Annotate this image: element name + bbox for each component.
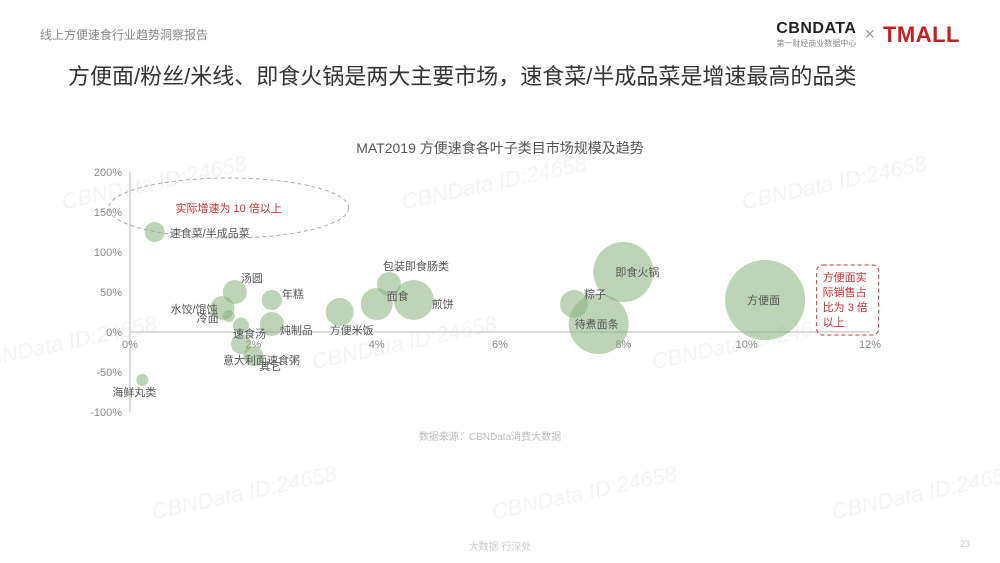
bubble-label: 汤圆 [241,271,263,285]
callout-box-line: 比为 3 倍 [823,300,868,314]
y-tick-label: 0% [106,327,122,339]
bubble-label: 海鲜丸类 [112,385,156,399]
bubble-label: 炖制品 [280,324,313,337]
bubble-label: 年糕 [282,287,304,301]
x-tick-label: 4% [369,339,385,351]
x-tick-label: 12% [859,339,881,351]
y-tick-label: 50% [100,287,122,299]
bubble [223,310,235,322]
bubble [145,222,165,242]
data-source: 数据来源：CBNData消费大数据 [419,430,561,442]
logo-group: CBNDATA 第一财经商业数据中心 × TMALL [776,20,960,49]
bubble-label: 方便面 [747,293,780,307]
y-tick-label: 200% [94,167,122,179]
bubble-label: 其它 [259,359,281,373]
y-tick-label: -50% [96,367,122,379]
callout-box-line: 方便面实 [823,270,867,284]
bubble [262,290,282,310]
x-tick-label: 6% [492,339,508,351]
footer-text: 大数据 行深处 [0,538,1000,553]
callout-oval-text: 实际增速为 10 倍以上 [175,201,281,215]
header-bar: 线上方便速食行业趋势洞察报告 CBNDATA 第一财经商业数据中心 × TMAL… [40,20,960,49]
chart-title: MAT2019 方便速食各叶子类目市场规模及趋势 [0,138,1000,158]
bubble-label: 煎饼 [432,297,454,311]
bubble-label: 方便米饭 [330,323,374,337]
cbn-logo-main: CBNDATA [776,20,856,38]
bubble-label: 包装即食肠类 [383,259,449,273]
bubble-label: 粽子 [584,287,606,301]
watermark: CBNData ID:24658 [829,461,1000,526]
page-title: 方便面/粉丝/米线、即食火锅是两大主要市场，速食菜/半成品菜是增速最高的品类 [68,62,930,93]
bubble-label: 冷面 [197,312,219,325]
cbn-logo: CBNDATA 第一财经商业数据中心 [776,20,856,49]
page-number: 23 [960,539,970,549]
callout-box-line: 以上 [823,316,845,329]
tmall-logo: TMALL [883,22,960,48]
callout-box-line: 际销售占 [823,285,867,299]
x-tick-label: 0% [122,339,138,351]
report-label: 线上方便速食行业趋势洞察报告 [40,26,208,43]
bubble [326,298,354,326]
y-tick-label: 150% [94,207,122,219]
x-tick-label: 10% [736,339,758,351]
bubble [136,374,148,386]
logo-separator: × [864,24,875,45]
bubble-label: 即食火锅 [615,265,659,279]
watermark: CBNData ID:24658 [489,461,679,526]
y-tick-label: -100% [90,407,122,419]
bubble-label: 速食汤 [233,327,266,341]
y-tick-label: 100% [94,247,122,259]
watermark: CBNData ID:24658 [149,461,339,526]
bubble-chart: -100%-50%0%50%100%150%200%0%2%4%6%8%10%1… [90,162,890,442]
bubble-label: 待煮面条 [575,317,619,331]
cbn-logo-sub: 第一财经商业数据中心 [776,38,856,49]
bubble-label: 面食 [387,289,409,303]
